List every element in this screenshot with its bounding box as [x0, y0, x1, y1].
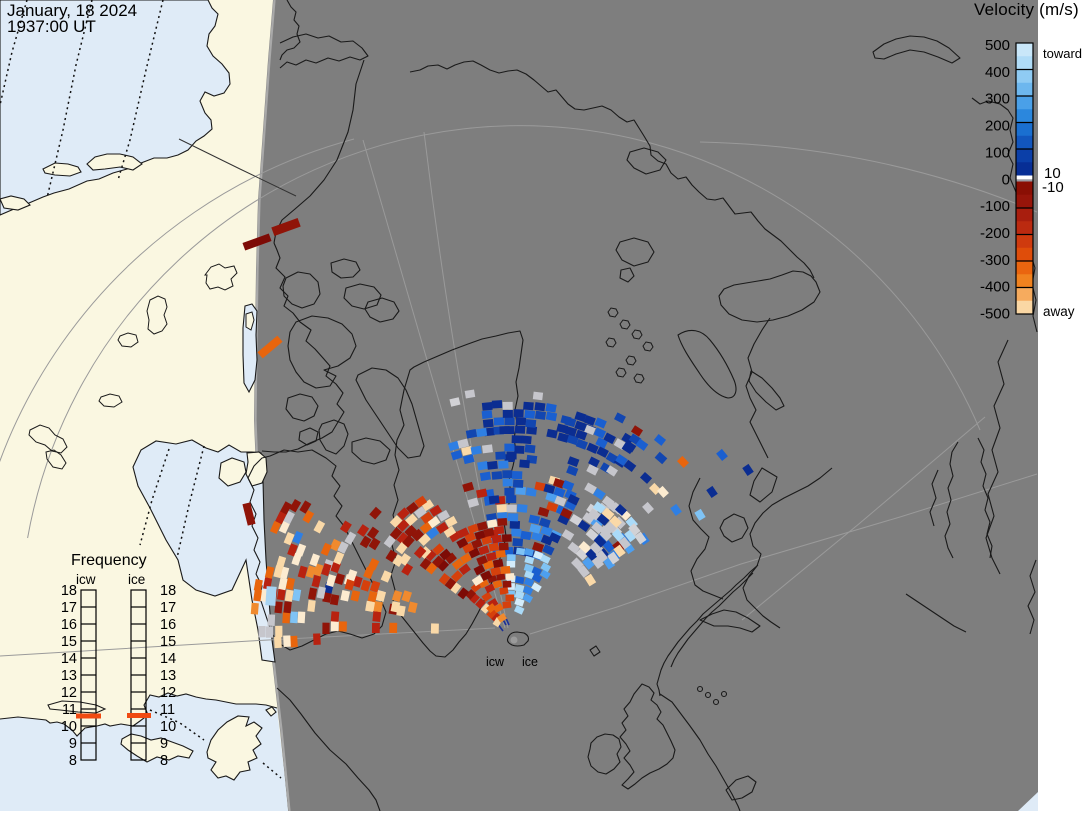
svg-text:away: away — [1043, 304, 1075, 319]
svg-text:18: 18 — [160, 583, 176, 599]
svg-text:ice: ice — [522, 655, 538, 669]
svg-text:8: 8 — [69, 753, 77, 769]
svg-text:15: 15 — [160, 634, 176, 650]
svg-text:0: 0 — [1002, 171, 1010, 188]
svg-text:13: 13 — [160, 668, 176, 684]
svg-text:13: 13 — [61, 668, 77, 684]
svg-text:January, 18 2024: January, 18 2024 — [7, 1, 137, 20]
svg-text:icw: icw — [76, 572, 96, 587]
svg-text:9: 9 — [160, 736, 168, 752]
svg-text:500: 500 — [985, 37, 1010, 54]
svg-text:16: 16 — [61, 617, 77, 633]
svg-text:1937:00 UT: 1937:00 UT — [7, 17, 96, 36]
svg-text:ice: ice — [128, 572, 145, 587]
svg-text:12: 12 — [61, 685, 77, 701]
svg-text:10: 10 — [1044, 165, 1061, 182]
svg-text:100: 100 — [985, 144, 1010, 161]
svg-text:10: 10 — [61, 719, 77, 735]
svg-text:11: 11 — [62, 702, 77, 718]
svg-text:18: 18 — [61, 583, 77, 599]
svg-text:-100: -100 — [980, 198, 1010, 215]
svg-text:16: 16 — [160, 617, 176, 633]
svg-text:9: 9 — [69, 736, 77, 752]
svg-text:200: 200 — [985, 118, 1010, 135]
svg-text:17: 17 — [61, 600, 77, 616]
svg-text:-10: -10 — [1042, 179, 1064, 196]
svg-text:-200: -200 — [980, 225, 1010, 242]
svg-text:300: 300 — [985, 91, 1010, 108]
svg-text:Frequency: Frequency — [71, 552, 147, 569]
svg-text:toward: toward — [1043, 46, 1082, 61]
svg-text:15: 15 — [61, 634, 77, 650]
svg-text:12: 12 — [160, 685, 176, 701]
svg-text:-400: -400 — [980, 279, 1010, 296]
svg-text:14: 14 — [61, 651, 77, 667]
svg-text:17: 17 — [160, 600, 176, 616]
svg-text:11: 11 — [160, 702, 175, 718]
svg-text:Velocity (m/s): Velocity (m/s) — [974, 0, 1079, 19]
svg-text:-300: -300 — [980, 252, 1010, 269]
svg-text:-500: -500 — [980, 306, 1010, 323]
svg-text:400: 400 — [985, 64, 1010, 81]
svg-text:icw: icw — [486, 655, 505, 669]
svg-text:14: 14 — [160, 651, 176, 667]
svg-text:8: 8 — [160, 753, 168, 769]
svg-text:10: 10 — [160, 719, 176, 735]
